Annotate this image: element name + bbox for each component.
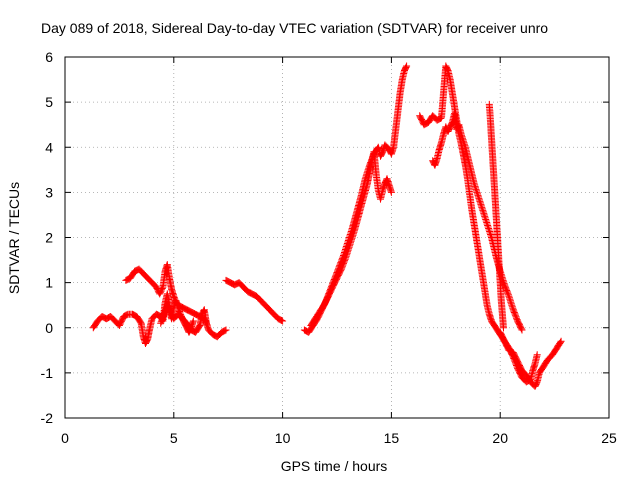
y-tick-labels: -2 -1 0 1 2 3 4 5 6 — [41, 49, 54, 426]
y-tick-label: 4 — [45, 139, 53, 155]
series-sat_d — [222, 276, 287, 325]
grid-lines — [65, 57, 609, 418]
y-tick-label: 2 — [45, 230, 53, 246]
x-tick-label: 15 — [384, 430, 400, 446]
series-sat_f — [307, 148, 395, 329]
y-tick-label: 3 — [45, 184, 53, 200]
y-tick-label: 5 — [45, 94, 53, 110]
y-tick-label: 0 — [45, 320, 53, 336]
x-tick-label: 25 — [601, 430, 617, 446]
axis-ticks — [64, 56, 610, 419]
series-markers — [496, 328, 565, 390]
x-tick-labels: 0 5 10 15 20 25 — [61, 430, 617, 446]
x-tick-label: 20 — [492, 430, 508, 446]
series-sat_c — [157, 297, 197, 336]
x-tick-label: 5 — [170, 430, 178, 446]
y-tick-label: -2 — [41, 410, 54, 426]
data-series — [89, 62, 565, 390]
y-tick-label: 6 — [45, 49, 53, 65]
series-markers — [222, 276, 287, 325]
y-tick-label: -1 — [41, 365, 54, 381]
chart-title: Day 089 of 2018, Sidereal Day-to-day VTE… — [41, 20, 548, 36]
y-axis-label: SDTVAR / TECUs — [6, 182, 22, 294]
x-tick-label: 10 — [275, 430, 291, 446]
series-sat_j — [496, 328, 565, 390]
series-markers — [157, 297, 197, 336]
series-markers — [485, 100, 507, 332]
series-sat_i — [485, 100, 507, 332]
series-markers — [307, 148, 395, 329]
y-tick-label: 1 — [45, 275, 53, 291]
x-tick-label: 0 — [61, 430, 69, 446]
x-axis-label: GPS time / hours — [281, 458, 388, 474]
